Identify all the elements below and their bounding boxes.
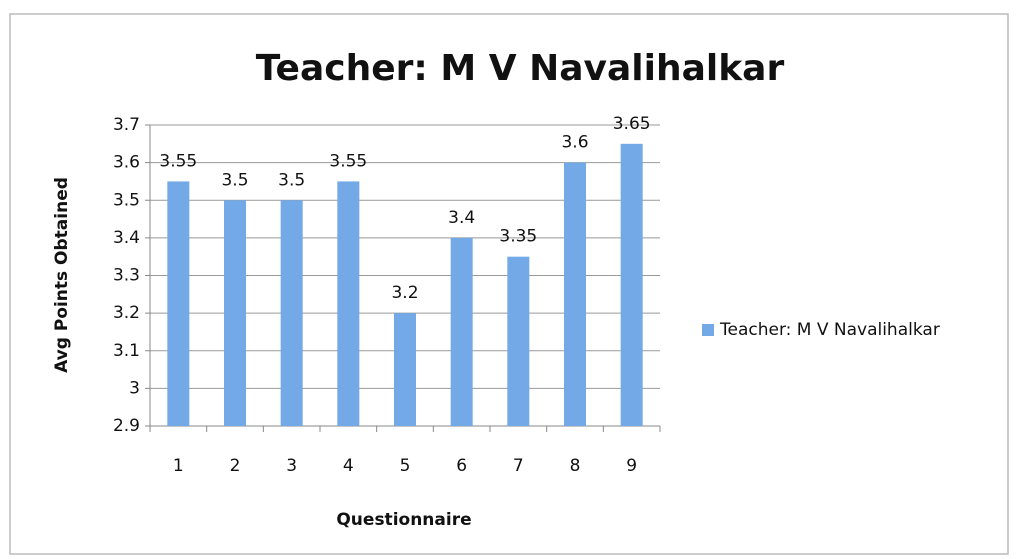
y-tick-label: 3.4	[113, 228, 140, 248]
bar	[620, 143, 643, 426]
data-label: 3.5	[221, 170, 248, 190]
y-tick-label: 3.1	[113, 341, 140, 361]
bar	[394, 313, 416, 426]
x-axis-title: Questionnaire	[336, 510, 471, 530]
x-tick-label: 1	[173, 456, 184, 476]
data-label: 3.5	[278, 170, 305, 190]
data-label: 3.55	[329, 151, 367, 171]
data-label: 3.2	[391, 283, 418, 303]
y-tick-label: 3.2	[113, 303, 140, 323]
x-tick-label: 2	[230, 456, 241, 476]
x-tick-label: 7	[513, 456, 524, 476]
bar	[450, 237, 473, 426]
data-label: 3.65	[613, 114, 651, 134]
x-tick-label: 8	[570, 456, 581, 476]
bar	[564, 162, 586, 426]
y-tick-label: 3.5	[113, 190, 140, 210]
x-tick-label: 6	[456, 456, 467, 476]
y-tick-label: 3.6	[113, 153, 140, 173]
data-label: 3.6	[561, 133, 588, 153]
data-label: 3.55	[159, 151, 197, 171]
bar	[507, 256, 530, 426]
bar	[224, 200, 246, 426]
y-tick-label: 3.3	[113, 266, 140, 286]
y-tick-label: 3.7	[113, 115, 140, 135]
y-tick-label: 2.9	[113, 416, 140, 436]
data-label: 3.35	[499, 227, 537, 247]
chart-title: Teacher: M V Navalihalkar	[256, 48, 785, 89]
data-label: 3.4	[448, 208, 475, 228]
legend-swatch	[702, 324, 714, 336]
x-tick-label: 4	[343, 456, 354, 476]
y-tick-label: 3	[129, 378, 140, 398]
legend-label: Teacher: M V Navalihalkar	[719, 320, 940, 340]
x-tick-label: 3	[286, 456, 297, 476]
bar	[337, 181, 360, 426]
bar	[167, 181, 190, 426]
x-tick-label: 5	[400, 456, 411, 476]
x-tick-label: 9	[626, 456, 637, 476]
bar	[280, 200, 303, 426]
y-axis-title: Avg Points Obtained	[52, 177, 72, 373]
